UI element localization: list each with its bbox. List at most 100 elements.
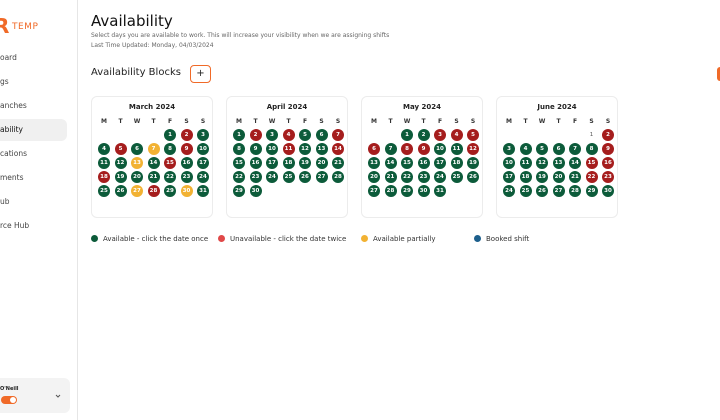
day-cell[interactable]: 21 [147, 171, 160, 183]
day-cell[interactable]: 12 [114, 157, 127, 169]
day-cell[interactable]: 30 [417, 185, 430, 197]
day-cell[interactable]: 26 [114, 185, 127, 197]
day-cell[interactable]: 5 [467, 129, 479, 141]
day-cell[interactable]: 23 [417, 171, 430, 183]
day-cell[interactable]: 6 [552, 143, 565, 155]
nav-item[interactable]: ments [0, 173, 24, 182]
day-cell[interactable]: 2 [602, 129, 614, 141]
day-cell[interactable]: 27 [131, 185, 143, 197]
day-cell[interactable]: 11 [282, 143, 295, 155]
day-cell[interactable]: 19 [114, 171, 127, 183]
day-cell[interactable]: 15 [585, 157, 598, 169]
day-cell[interactable]: 14 [332, 143, 344, 155]
day-cell[interactable]: 4 [450, 129, 463, 141]
day-cell[interactable]: 4 [98, 143, 110, 155]
day-cell[interactable]: 18 [282, 157, 295, 169]
day-cell[interactable]: 18 [98, 171, 110, 183]
day-cell[interactable]: 31 [197, 185, 209, 197]
add-block-button[interactable]: + [190, 65, 211, 83]
day-cell[interactable]: 11 [519, 157, 532, 169]
day-cell[interactable]: 13 [552, 157, 565, 169]
day-cell[interactable]: 25 [282, 171, 295, 183]
day-cell[interactable]: 17 [266, 157, 278, 169]
day-cell[interactable]: 24 [266, 171, 278, 183]
day-cell[interactable]: 29 [585, 185, 598, 197]
user-card[interactable]: O'Neill [0, 378, 70, 413]
day-cell[interactable]: 20 [552, 171, 565, 183]
day-cell[interactable]: 22 [164, 171, 176, 183]
day-cell[interactable]: 14 [569, 157, 581, 169]
day-cell[interactable]: 25 [519, 185, 532, 197]
day-cell[interactable]: 28 [147, 185, 160, 197]
nav-item[interactable]: gs [0, 77, 9, 86]
day-cell[interactable]: 29 [164, 185, 176, 197]
day-cell[interactable]: 20 [315, 157, 328, 169]
day-cell[interactable]: 24 [503, 185, 515, 197]
nav-item[interactable]: oard [0, 53, 17, 62]
day-cell[interactable]: 24 [434, 171, 446, 183]
day-cell[interactable]: 3 [434, 129, 446, 141]
day-cell[interactable]: 18 [450, 157, 463, 169]
day-cell[interactable]: 6 [131, 143, 143, 155]
day-cell[interactable]: 8 [585, 143, 598, 155]
day-cell[interactable]: 23 [249, 171, 262, 183]
day-cell[interactable]: 31 [434, 185, 446, 197]
day-cell[interactable]: 2 [249, 129, 262, 141]
day-cell[interactable]: 7 [569, 143, 581, 155]
day-cell[interactable]: 17 [434, 157, 446, 169]
day-cell[interactable]: 9 [180, 143, 193, 155]
day-cell[interactable]: 12 [536, 157, 548, 169]
day-cell[interactable]: 4 [282, 129, 295, 141]
day-cell[interactable]: 5 [114, 143, 127, 155]
day-cell[interactable]: 6 [368, 143, 380, 155]
day-cell[interactable]: 2 [180, 129, 193, 141]
day-cell[interactable]: 17 [197, 157, 209, 169]
day-cell[interactable]: 19 [299, 157, 311, 169]
day-cell[interactable]: 10 [197, 143, 209, 155]
day-cell[interactable]: 1 [233, 129, 245, 141]
nav-item[interactable]: rce Hub [0, 221, 30, 230]
day-cell[interactable]: 13 [368, 157, 380, 169]
day-cell[interactable]: 5 [299, 129, 311, 141]
day-cell[interactable]: 1 [401, 129, 413, 141]
day-cell[interactable]: 1 [589, 132, 594, 138]
day-cell[interactable]: 27 [552, 185, 565, 197]
day-cell[interactable]: 8 [233, 143, 245, 155]
day-cell[interactable]: 16 [249, 157, 262, 169]
day-cell[interactable]: 24 [197, 171, 209, 183]
day-cell[interactable]: 3 [266, 129, 278, 141]
day-cell[interactable]: 14 [147, 157, 160, 169]
day-cell[interactable]: 16 [417, 157, 430, 169]
day-cell[interactable]: 16 [180, 157, 193, 169]
day-cell[interactable]: 27 [315, 171, 328, 183]
day-cell[interactable]: 15 [401, 157, 413, 169]
day-cell[interactable]: 30 [602, 185, 614, 197]
day-cell[interactable]: 27 [368, 185, 380, 197]
nav-item[interactable]: cations [0, 149, 27, 158]
day-cell[interactable]: 21 [569, 171, 581, 183]
day-cell[interactable]: 29 [233, 185, 245, 197]
day-cell[interactable]: 9 [417, 143, 430, 155]
day-cell[interactable]: 28 [384, 185, 397, 197]
day-cell[interactable]: 26 [299, 171, 311, 183]
day-cell[interactable]: 23 [180, 171, 193, 183]
day-cell[interactable]: 5 [536, 143, 548, 155]
day-cell[interactable]: 3 [197, 129, 209, 141]
day-cell[interactable]: 29 [401, 185, 413, 197]
day-cell[interactable]: 13 [131, 157, 143, 169]
day-cell[interactable]: 6 [315, 129, 328, 141]
toggle[interactable] [1, 396, 17, 404]
day-cell[interactable]: 10 [503, 157, 515, 169]
day-cell[interactable]: 17 [503, 171, 515, 183]
day-cell[interactable]: 18 [519, 171, 532, 183]
day-cell[interactable]: 15 [233, 157, 245, 169]
day-cell[interactable]: 14 [384, 157, 397, 169]
nav-item[interactable]: anches [0, 101, 27, 110]
day-cell[interactable]: 25 [450, 171, 463, 183]
day-cell[interactable]: 9 [249, 143, 262, 155]
day-cell[interactable]: 8 [164, 143, 176, 155]
day-cell[interactable]: 22 [401, 171, 413, 183]
day-cell[interactable]: 2 [417, 129, 430, 141]
nav-item[interactable]: ability [0, 119, 67, 141]
day-cell[interactable]: 22 [233, 171, 245, 183]
